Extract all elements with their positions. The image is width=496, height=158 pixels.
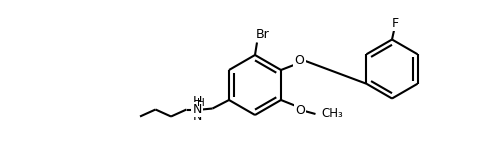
- Text: H: H: [196, 98, 204, 108]
- Text: O: O: [295, 103, 305, 116]
- Text: O: O: [295, 54, 305, 67]
- Text: F: F: [391, 17, 399, 30]
- Text: Br: Br: [255, 28, 269, 41]
- Text: N: N: [193, 103, 202, 116]
- Text: CH₃: CH₃: [321, 106, 343, 119]
- Text: H
N: H N: [192, 95, 202, 123]
